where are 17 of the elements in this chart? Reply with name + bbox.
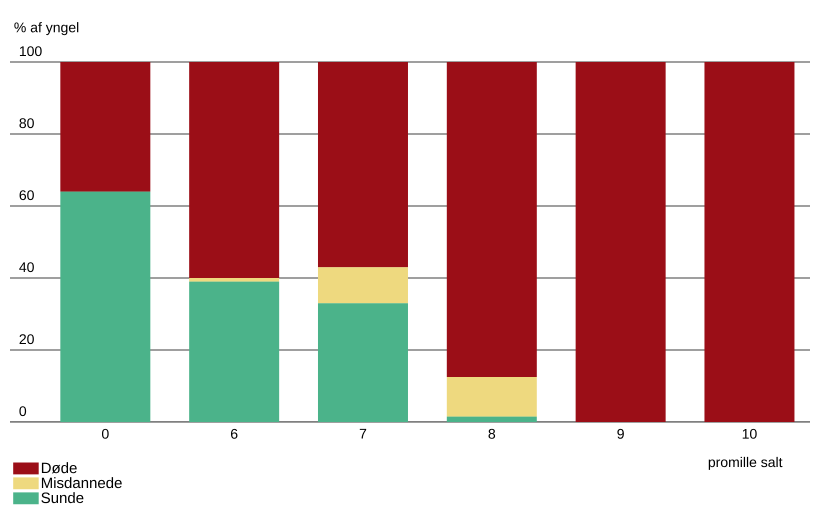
- y-tick-label: 80: [19, 118, 34, 128]
- y-tick-label: 0: [19, 406, 26, 416]
- x-tick-label: 7: [360, 428, 366, 438]
- y-axis-title: % af yngel: [14, 22, 78, 36]
- x-tick-label: 10: [742, 428, 757, 439]
- legend-label: Døde: [42, 462, 77, 474]
- y-tick-label: 20: [20, 334, 34, 344]
- legend-label: Misdannede: [42, 477, 122, 488]
- legend-label: Sunde: [41, 492, 84, 504]
- x-tick-label: 8: [488, 428, 496, 439]
- y-tick-label: 60: [20, 190, 34, 200]
- y-tick-label: 100: [20, 46, 42, 56]
- x-axis-title: promille salt: [708, 456, 782, 470]
- x-tick-label: 6: [230, 428, 238, 439]
- x-tick-label: 9: [617, 428, 624, 439]
- y-tick-label: 40: [19, 262, 34, 272]
- x-tick-label: 0: [102, 428, 109, 439]
